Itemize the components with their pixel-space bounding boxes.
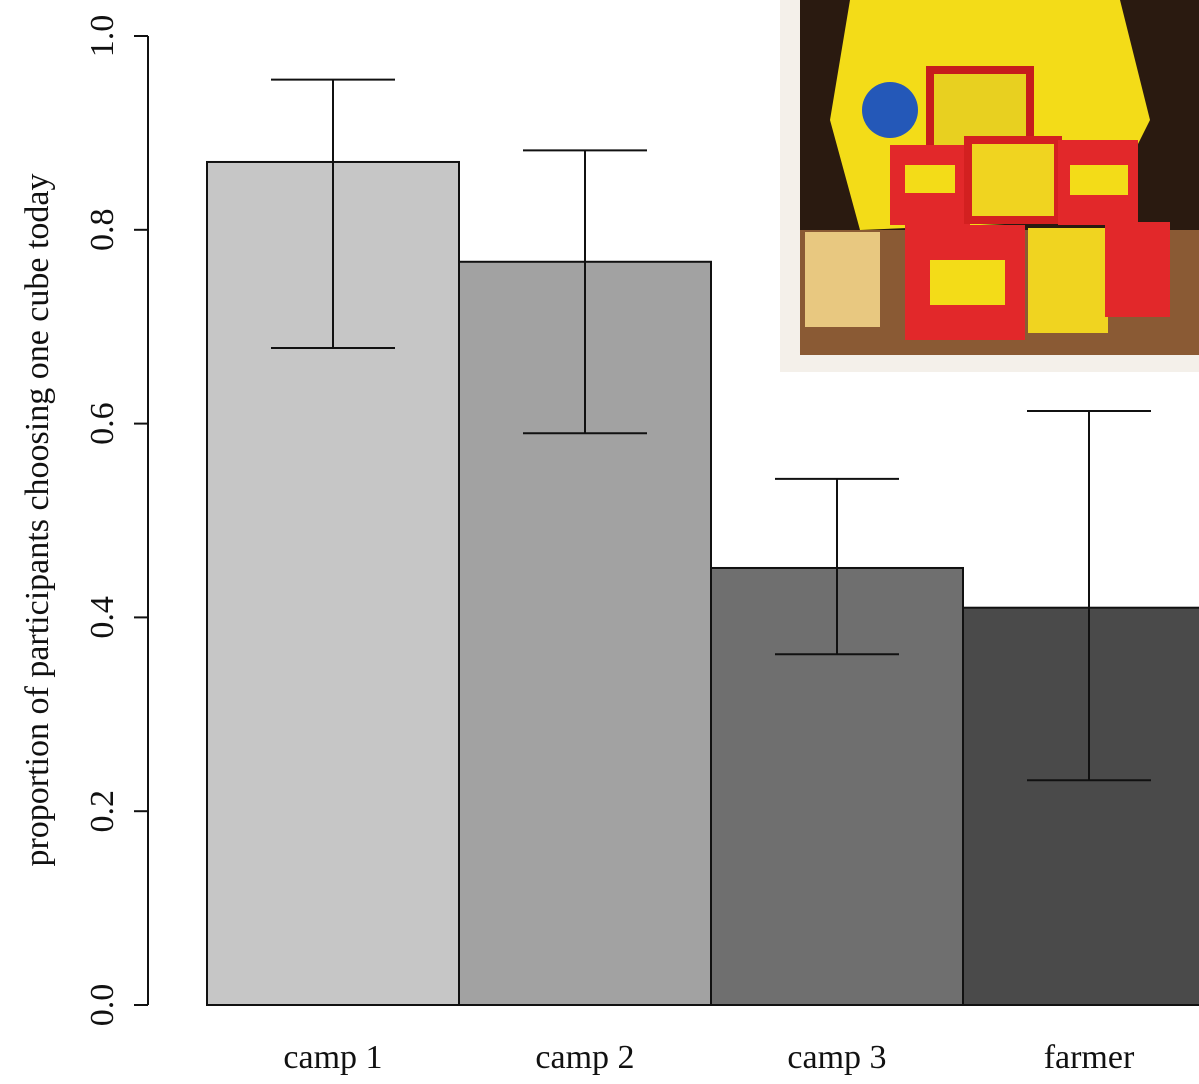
bar	[962, 606, 1199, 1007]
inset-photo	[780, 0, 1199, 372]
x-tick-label: camp 3	[787, 1039, 886, 1076]
x-tick-label: camp 1	[283, 1039, 382, 1076]
y-tick-label: 0.6	[84, 402, 121, 445]
y-axis-label: proportion of participants choosing one …	[19, 173, 56, 866]
y-tick-label: 0.4	[84, 596, 121, 639]
y-tick-label: 1.0	[84, 15, 121, 58]
y-tick-label: 0.0	[84, 984, 121, 1027]
y-tick-label: 0.8	[84, 209, 121, 252]
x-tick-label: camp 2	[535, 1039, 634, 1076]
x-tick-label: farmer	[1044, 1039, 1135, 1076]
y-tick-label: 0.2	[84, 790, 121, 833]
